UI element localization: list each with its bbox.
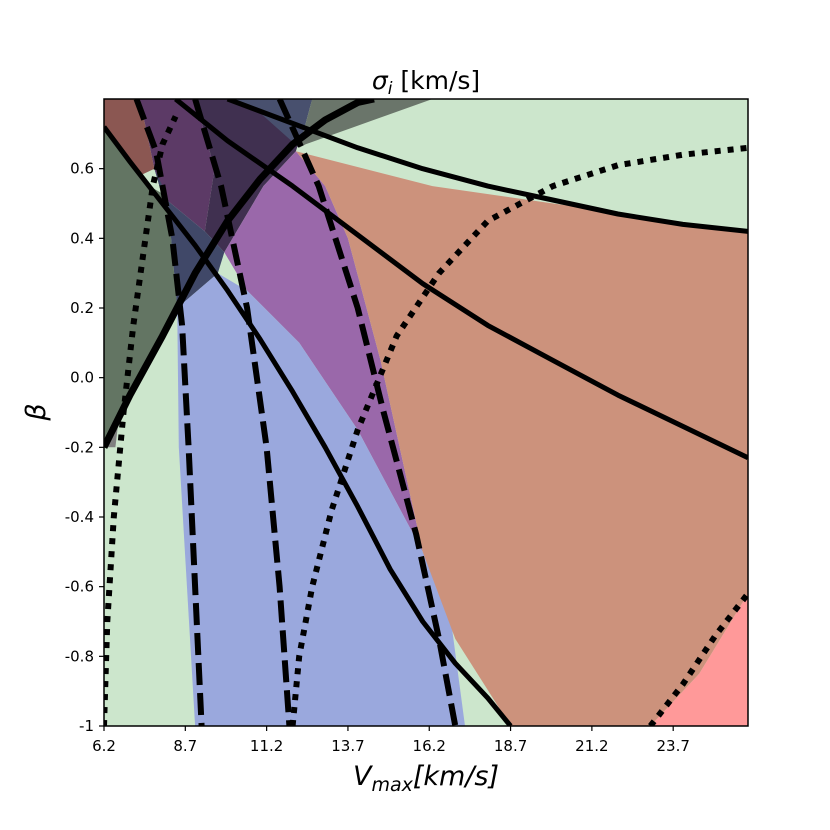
region-11 bbox=[650, 593, 748, 726]
x-axis-label: Vmax[km/s] bbox=[353, 761, 499, 796]
x-axis-label-rest: [km/s] bbox=[413, 761, 499, 792]
region-5 bbox=[227, 99, 313, 148]
chart-title-sub: i bbox=[388, 79, 393, 99]
x-tick-label: 13.7 bbox=[331, 737, 364, 755]
y-tick-label: 0.4 bbox=[70, 229, 94, 247]
curve-dashed-6 bbox=[276, 99, 459, 726]
y-tick-label: 0.2 bbox=[70, 299, 94, 317]
curve-dotted-8 bbox=[289, 144, 748, 726]
chart-title: σi [km/s] bbox=[372, 66, 480, 99]
curve-solid-0 bbox=[104, 99, 375, 449]
x-axis-label-sub: max bbox=[371, 774, 413, 796]
x-axis-label-base: V bbox=[353, 761, 374, 792]
x-tick-label: 21.2 bbox=[575, 737, 608, 755]
curve-dashed-4 bbox=[133, 99, 205, 726]
curve-solid-3 bbox=[226, 99, 748, 234]
y-tick-label: -0.2 bbox=[65, 438, 94, 456]
chart-title-base: σ bbox=[372, 66, 389, 95]
curve-solid-2 bbox=[174, 99, 748, 461]
y-tick-label: -0.6 bbox=[65, 578, 94, 596]
region-8 bbox=[224, 151, 423, 552]
x-tick-label: 8.7 bbox=[173, 737, 197, 755]
curve-dashed-5 bbox=[192, 99, 293, 726]
x-tick-label: 11.2 bbox=[250, 737, 283, 755]
region-1 bbox=[104, 126, 178, 448]
curve-solid-1 bbox=[104, 125, 513, 726]
region-10 bbox=[295, 151, 748, 726]
y-tick-label: 0.6 bbox=[70, 160, 94, 178]
x-axis: 6.2 8.7 11.2 13.7 16.2 18.7 21.2 23.7 bbox=[92, 726, 690, 755]
y-tick-label: -0.8 bbox=[65, 647, 94, 665]
x-tick-label: 18.7 bbox=[494, 737, 527, 755]
y-axis: 0.6 0.4 0.2 0.0 -0.2 -0.4 -0.6 -0.8 -1 bbox=[65, 160, 104, 735]
y-tick-label: 0.0 bbox=[70, 369, 94, 387]
y-tick-label: -1 bbox=[79, 717, 94, 735]
x-tick-label: 23.7 bbox=[656, 737, 689, 755]
region-9 bbox=[177, 273, 465, 726]
curves-layer bbox=[104, 99, 748, 726]
plot-frame bbox=[103, 98, 749, 727]
x-tick-label: 16.2 bbox=[413, 737, 446, 755]
curve-dotted-9 bbox=[648, 591, 748, 726]
x-tick-label: 6.2 bbox=[92, 737, 116, 755]
region-6 bbox=[299, 99, 433, 148]
region-3 bbox=[139, 99, 215, 232]
y-axis-label: β bbox=[21, 403, 52, 421]
chart-title-rest: [km/s] bbox=[392, 66, 480, 95]
plot-area bbox=[104, 99, 748, 726]
y-tick-label: -0.4 bbox=[65, 508, 94, 526]
